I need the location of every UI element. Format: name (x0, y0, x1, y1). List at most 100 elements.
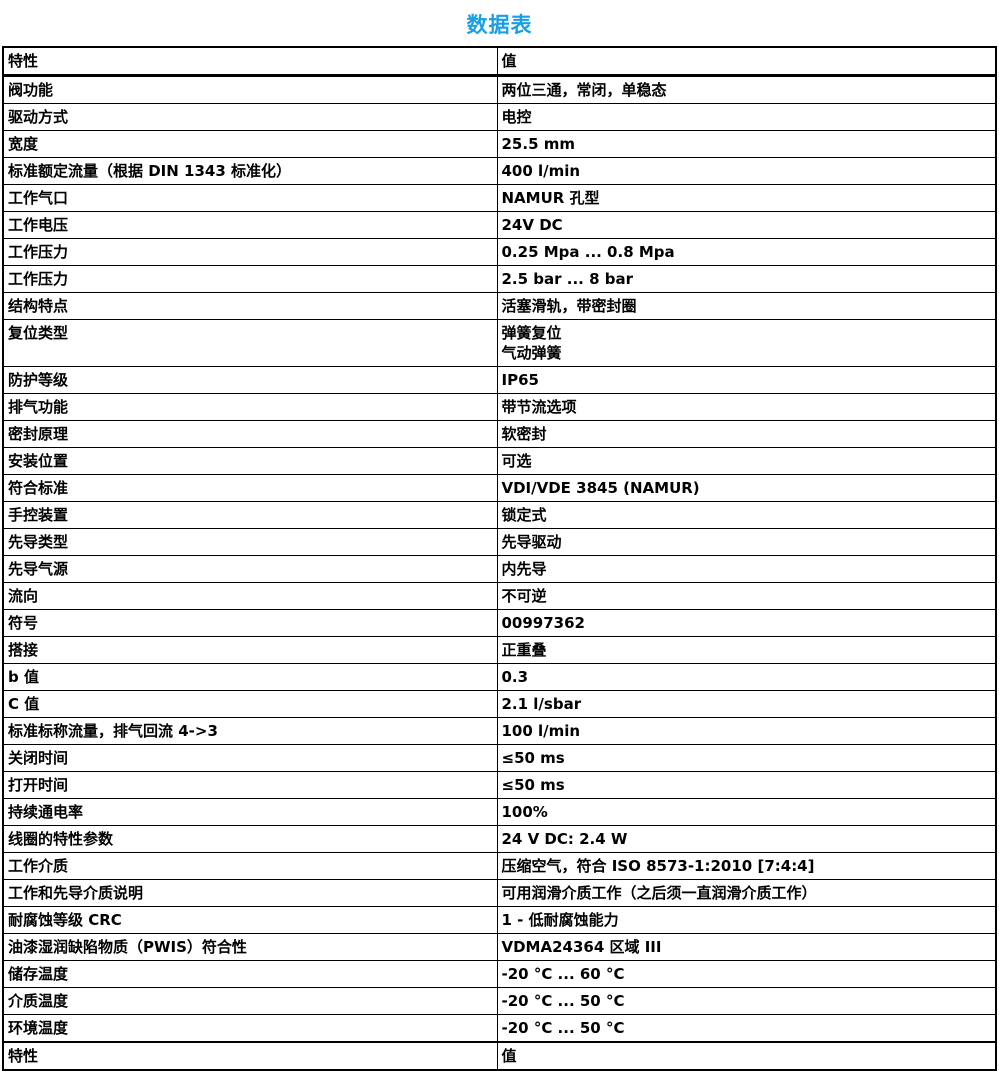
property-cell: 油漆湿润缺陷物质（PWIS）符合性 (2, 932, 498, 961)
value-cell: 正重叠 (496, 635, 997, 664)
table-row: 打开时间 ≤50 ms (2, 770, 997, 799)
property-cell: b 值 (2, 662, 498, 691)
table-row: 油漆湿润缺陷物质（PWIS）符合性 VDMA24364 区域 III (2, 932, 997, 961)
table-row: 耐腐蚀等级 CRC 1 - 低耐腐蚀能力 (2, 905, 997, 934)
value-cell: 0.3 (496, 662, 997, 691)
table-row: 工作介质 压缩空气，符合 ISO 8573-1:2010 [7:4:4] (2, 851, 997, 880)
property-cell: 标准标称流量，排气回流 4->3 (2, 716, 498, 745)
value-cell: 不可逆 (496, 581, 997, 610)
table-row: 搭接 正重叠 (2, 635, 997, 664)
property-cell: 手控装置 (2, 500, 498, 529)
value-cell: IP65 (496, 365, 997, 394)
property-cell: 阀功能 (2, 75, 498, 104)
property-cell: 安装位置 (2, 446, 498, 475)
property-cell: 耐腐蚀等级 CRC (2, 905, 498, 934)
property-cell: 关闭时间 (2, 743, 498, 772)
table-row: 介质温度 -20 °C ... 50 °C (2, 986, 997, 1015)
value-cell: VDI/VDE 3845 (NAMUR) (496, 473, 997, 502)
table-row: 宽度 25.5 mm (2, 130, 997, 158)
value-cell: 24 V DC: 2.4 W (496, 824, 997, 853)
value-cell: 可选 (496, 446, 997, 475)
value-cell: -20 °C ... 60 °C (496, 959, 997, 988)
header-value-cell: 值 (496, 46, 997, 77)
value-cell: NAMUR 孔型 (496, 184, 997, 212)
header-property-cell: 特性 (2, 46, 498, 77)
property-cell: 结构特点 (2, 292, 498, 320)
property-cell: 工作压力 (2, 265, 498, 293)
value-cell: 弹簧复位 气动弹簧 (496, 319, 997, 367)
property-cell: 流向 (2, 581, 498, 610)
table-row: C 值 2.1 l/sbar (2, 689, 997, 718)
table-row: 线圈的特性参数 24 V DC: 2.4 W (2, 824, 997, 853)
value-cell: -20 °C ... 50 °C (496, 986, 997, 1015)
table-row: 符合标准 VDI/VDE 3845 (NAMUR) (2, 473, 997, 502)
value-cell: 24V DC (496, 211, 997, 239)
table-row: 关闭时间 ≤50 ms (2, 743, 997, 772)
table-row: 环境温度 -20 °C ... 50 °C (2, 1013, 997, 1042)
value-cell: 电控 (496, 103, 997, 131)
value-cell: 100% (496, 797, 997, 826)
property-cell: 先导类型 (2, 527, 498, 556)
table-footer-row: 特性 值 (2, 1040, 997, 1071)
property-cell: 复位类型 (2, 319, 498, 367)
value-cell: 00997362 (496, 608, 997, 637)
table-row: 工作电压 24V DC (2, 211, 997, 239)
property-cell: 驱动方式 (2, 103, 498, 131)
table-row: 符号 00997362 (2, 608, 997, 637)
value-cell: 两位三通，常闭，单稳态 (496, 75, 997, 104)
value-cell: VDMA24364 区域 III (496, 932, 997, 961)
property-cell: 环境温度 (2, 1013, 498, 1042)
property-cell: 密封原理 (2, 419, 498, 448)
value-cell: 2.5 bar ... 8 bar (496, 265, 997, 293)
property-cell: 符合标准 (2, 473, 498, 502)
table-row: 密封原理 软密封 (2, 419, 997, 448)
table-row: 驱动方式 电控 (2, 103, 997, 131)
property-cell: 工作电压 (2, 211, 498, 239)
table-row: 持续通电率 100% (2, 797, 997, 826)
footer-property-cell: 特性 (2, 1040, 498, 1071)
property-cell: 打开时间 (2, 770, 498, 799)
table-row: 先导类型 先导驱动 (2, 527, 997, 556)
value-cell: 先导驱动 (496, 527, 997, 556)
property-cell: 先导气源 (2, 554, 498, 583)
value-cell: 活塞滑轨，带密封圈 (496, 292, 997, 320)
table-row: 工作压力 2.5 bar ... 8 bar (2, 265, 997, 293)
property-cell: 标准额定流量（根据 DIN 1343 标准化） (2, 157, 498, 185)
footer-value-cell: 值 (496, 1040, 997, 1071)
property-cell: 工作和先导介质说明 (2, 878, 498, 907)
property-cell: 持续通电率 (2, 797, 498, 826)
property-cell: 符号 (2, 608, 498, 637)
table-row: 流向 不可逆 (2, 581, 997, 610)
table-row: 工作压力 0.25 Mpa ... 0.8 Mpa (2, 238, 997, 266)
value-cell: ≤50 ms (496, 770, 997, 799)
table-row: 结构特点 活塞滑轨，带密封圈 (2, 292, 997, 320)
table-row: 手控装置 锁定式 (2, 500, 997, 529)
property-cell: 工作压力 (2, 238, 498, 266)
table-row: 标准额定流量（根据 DIN 1343 标准化） 400 l/min (2, 157, 997, 185)
value-cell: 压缩空气，符合 ISO 8573-1:2010 [7:4:4] (496, 851, 997, 880)
value-cell: 2.1 l/sbar (496, 689, 997, 718)
table-row: 防护等级 IP65 (2, 365, 997, 394)
page-title: 数据表 (466, 13, 533, 37)
value-cell: 100 l/min (496, 716, 997, 745)
table-row: 安装位置 可选 (2, 446, 997, 475)
table-row: 储存温度 -20 °C ... 60 °C (2, 959, 997, 988)
value-cell: 1 - 低耐腐蚀能力 (496, 905, 997, 934)
value-cell: 锁定式 (496, 500, 997, 529)
property-cell: C 值 (2, 689, 498, 718)
table-body: 阀功能 两位三通，常闭，单稳态 驱动方式 电控 宽度 25.5 mm 标准额定流量（根据 D… (2, 75, 997, 1042)
property-cell: 工作气口 (2, 184, 498, 212)
property-cell: 宽度 (2, 130, 498, 158)
value-cell: 内先导 (496, 554, 997, 583)
property-cell: 搭接 (2, 635, 498, 664)
table-row: 工作和先导介质说明 可用润滑介质工作（之后须一直润滑介质工作） (2, 878, 997, 907)
property-cell: 介质温度 (2, 986, 498, 1015)
property-cell: 储存温度 (2, 959, 498, 988)
value-cell: -20 °C ... 50 °C (496, 1013, 997, 1042)
table-row: 阀功能 两位三通，常闭，单稳态 (2, 75, 997, 104)
property-cell: 防护等级 (2, 365, 498, 394)
value-cell: 400 l/min (496, 157, 997, 185)
value-cell: 0.25 Mpa ... 0.8 Mpa (496, 238, 997, 266)
value-cell: 25.5 mm (496, 130, 997, 158)
